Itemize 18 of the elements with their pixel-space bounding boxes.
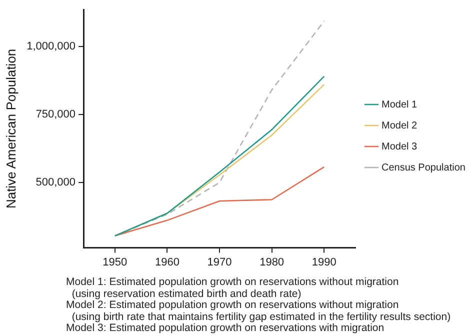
y-axis-title: Native American Population [3, 48, 18, 209]
x-tick-label: 1960 [154, 256, 180, 268]
x-tick-label: 1990 [312, 256, 336, 268]
legend-label: Model 3 [382, 141, 418, 152]
legend-label: Model 2 [382, 120, 418, 132]
text: (using birth rate that maintains fertility gap estimated in the fertility results section) [72, 310, 451, 324]
y-tick-label: 750,000 [36, 108, 76, 120]
x-tick-label: 1950 [102, 256, 128, 268]
y-tick-label: 500,000 [36, 176, 76, 188]
x-tick-label: 1980 [260, 256, 284, 268]
text: Model 3: Estimated population growth on reservations with migration [66, 322, 386, 335]
x-tick-label: 1970 [207, 256, 232, 268]
text: Model 2: Estimated population growth on reservations without migration [66, 299, 400, 312]
text: (using reservation estimated birth and death rate) [70, 288, 302, 300]
legend-label: Census Population [382, 162, 466, 174]
legend-label: Model 1 [382, 99, 418, 110]
text: Model 1: Estimated population growth on reservations without migration [66, 276, 400, 289]
y-tick-label: 1,000,000 [26, 40, 76, 52]
